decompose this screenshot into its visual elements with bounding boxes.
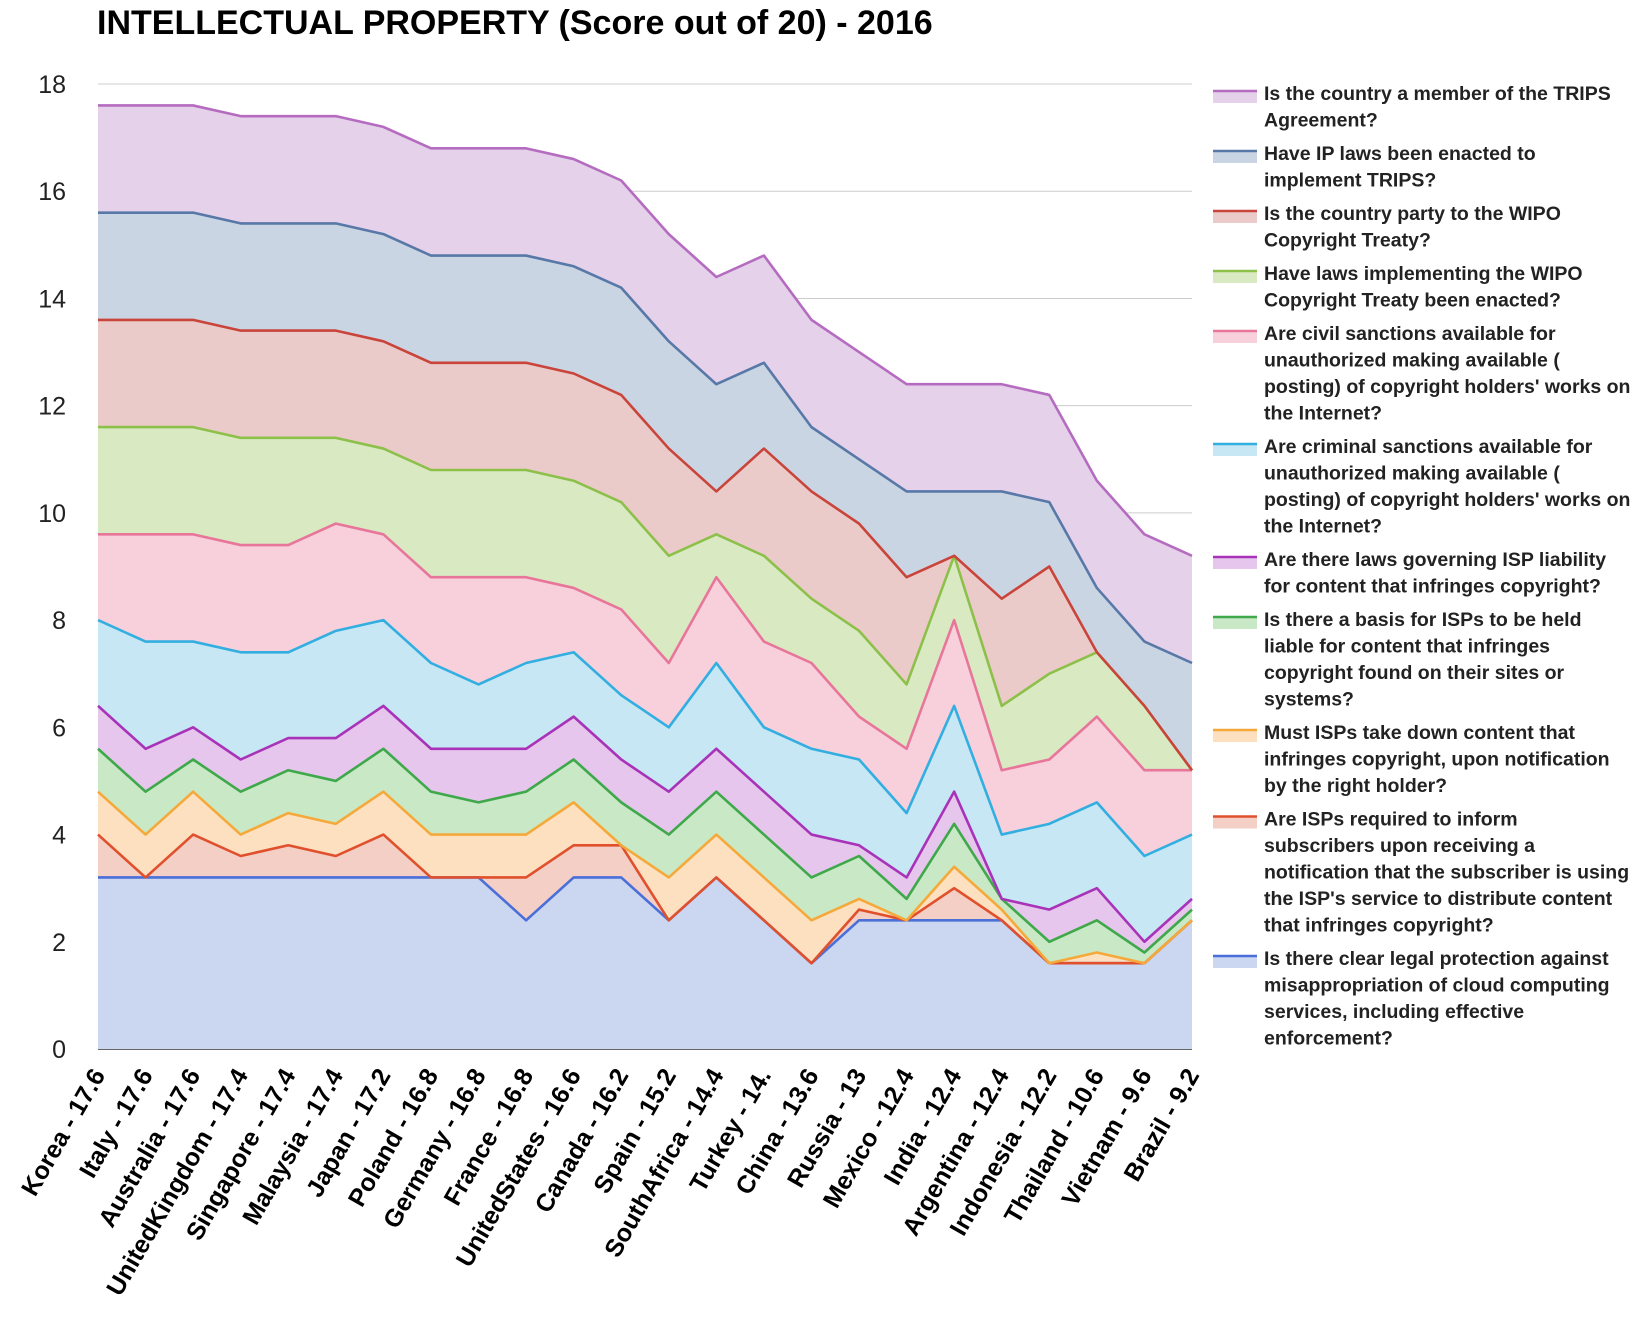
legend: Is the country a member of the TRIPS Agre…: [1213, 83, 1630, 1050]
series-area: [98, 834, 1192, 964]
chart-title: INTELLECTUAL PROPERTY (Score out of 20) …: [97, 4, 933, 42]
line-layer: [97, 104, 1194, 965]
series-line: [98, 522, 1192, 772]
series-area: [98, 791, 1192, 964]
y-tick-label: 6: [52, 714, 66, 742]
area-layer: [98, 105, 1192, 1049]
y-tick-label: 18: [38, 71, 66, 99]
legend-swatch: [1213, 331, 1257, 343]
series-line: [98, 318, 1194, 771]
legend-swatch: [1213, 730, 1257, 742]
series-line: [98, 425, 1194, 771]
legend-swatch: [1213, 444, 1257, 456]
series-area: [98, 748, 1192, 964]
y-tick-label: 12: [38, 393, 66, 421]
series-line: [97, 833, 1193, 965]
legend-swatch: [1213, 956, 1257, 968]
series-line: [97, 618, 1193, 858]
legend-label: Must ISPs take down content that infringe…: [1264, 722, 1610, 797]
legend-label: Have laws implementing the WIPO Copyright…: [1264, 263, 1583, 312]
legend-label: Is the country party to the WIPO Copyrigh…: [1264, 203, 1561, 252]
legend-label: Are civil sanctions available for unautho…: [1264, 323, 1630, 425]
series-line: [98, 211, 1193, 665]
legend-swatch: [1213, 91, 1257, 103]
legend-label: Is there clear legal protection against m…: [1264, 948, 1610, 1050]
legend-label: Have IP laws been enacted to implement TR…: [1264, 143, 1536, 192]
y-tick-label: 4: [52, 822, 66, 850]
legend-label: Is there a basis for ISPs to be held liab…: [1264, 609, 1582, 711]
series-line: [97, 704, 1193, 944]
legend-swatch: [1213, 211, 1257, 223]
legend-label: Are there laws governing ISP liability fo…: [1264, 549, 1606, 598]
series-line: [98, 104, 1193, 557]
y-tick-label: 0: [52, 1036, 66, 1064]
y-tick-label: 16: [38, 178, 66, 206]
legend-swatch: [1213, 617, 1257, 629]
y-tick-label: 2: [52, 929, 66, 957]
y-tick-label: 8: [52, 607, 66, 635]
legend-swatch: [1213, 271, 1257, 283]
legend-swatch: [1213, 816, 1257, 829]
legend-label: Are criminal sanctions available for unau…: [1264, 436, 1630, 538]
y-tick-label: 10: [38, 500, 66, 528]
series-line: [97, 747, 1193, 954]
y-tick-label: 14: [38, 285, 66, 313]
series-area: [98, 427, 1192, 771]
series-area: [98, 319, 1192, 771]
legend-swatch: [1213, 557, 1257, 569]
legend-swatch: [1213, 151, 1257, 163]
series-area: [98, 523, 1192, 856]
series-area: [98, 620, 1192, 942]
legend-label: Is the country a member of the TRIPS Agre…: [1264, 83, 1611, 132]
legend-label: Are ISPs required to inform subscribers u…: [1264, 809, 1629, 937]
series-line: [97, 790, 1193, 965]
